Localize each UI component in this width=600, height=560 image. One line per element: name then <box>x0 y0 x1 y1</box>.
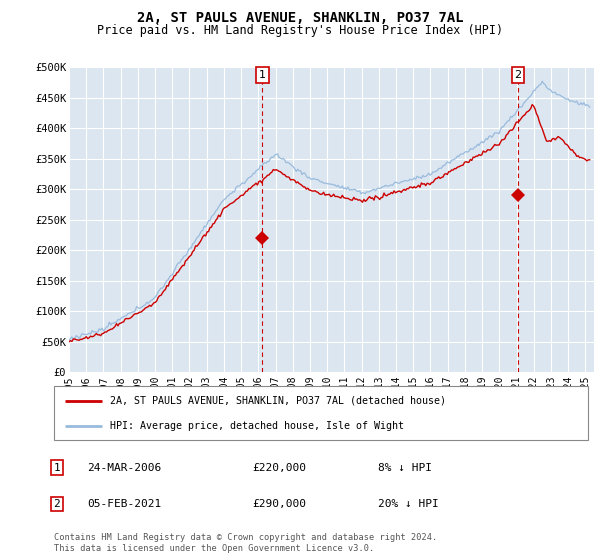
Text: HPI: Average price, detached house, Isle of Wight: HPI: Average price, detached house, Isle… <box>110 421 404 431</box>
Text: 8% ↓ HPI: 8% ↓ HPI <box>378 463 432 473</box>
FancyBboxPatch shape <box>54 386 588 440</box>
Text: 20% ↓ HPI: 20% ↓ HPI <box>378 499 439 509</box>
Text: 2: 2 <box>53 499 61 509</box>
Text: 1: 1 <box>53 463 61 473</box>
Text: Price paid vs. HM Land Registry's House Price Index (HPI): Price paid vs. HM Land Registry's House … <box>97 24 503 36</box>
Text: 2: 2 <box>515 70 521 80</box>
Text: £290,000: £290,000 <box>252 499 306 509</box>
Text: 24-MAR-2006: 24-MAR-2006 <box>87 463 161 473</box>
Text: 05-FEB-2021: 05-FEB-2021 <box>87 499 161 509</box>
Text: 1: 1 <box>259 70 266 80</box>
Text: £220,000: £220,000 <box>252 463 306 473</box>
Text: 2A, ST PAULS AVENUE, SHANKLIN, PO37 7AL: 2A, ST PAULS AVENUE, SHANKLIN, PO37 7AL <box>137 11 463 25</box>
Text: Contains HM Land Registry data © Crown copyright and database right 2024.
This d: Contains HM Land Registry data © Crown c… <box>54 533 437 553</box>
Text: 2A, ST PAULS AVENUE, SHANKLIN, PO37 7AL (detached house): 2A, ST PAULS AVENUE, SHANKLIN, PO37 7AL … <box>110 396 446 406</box>
